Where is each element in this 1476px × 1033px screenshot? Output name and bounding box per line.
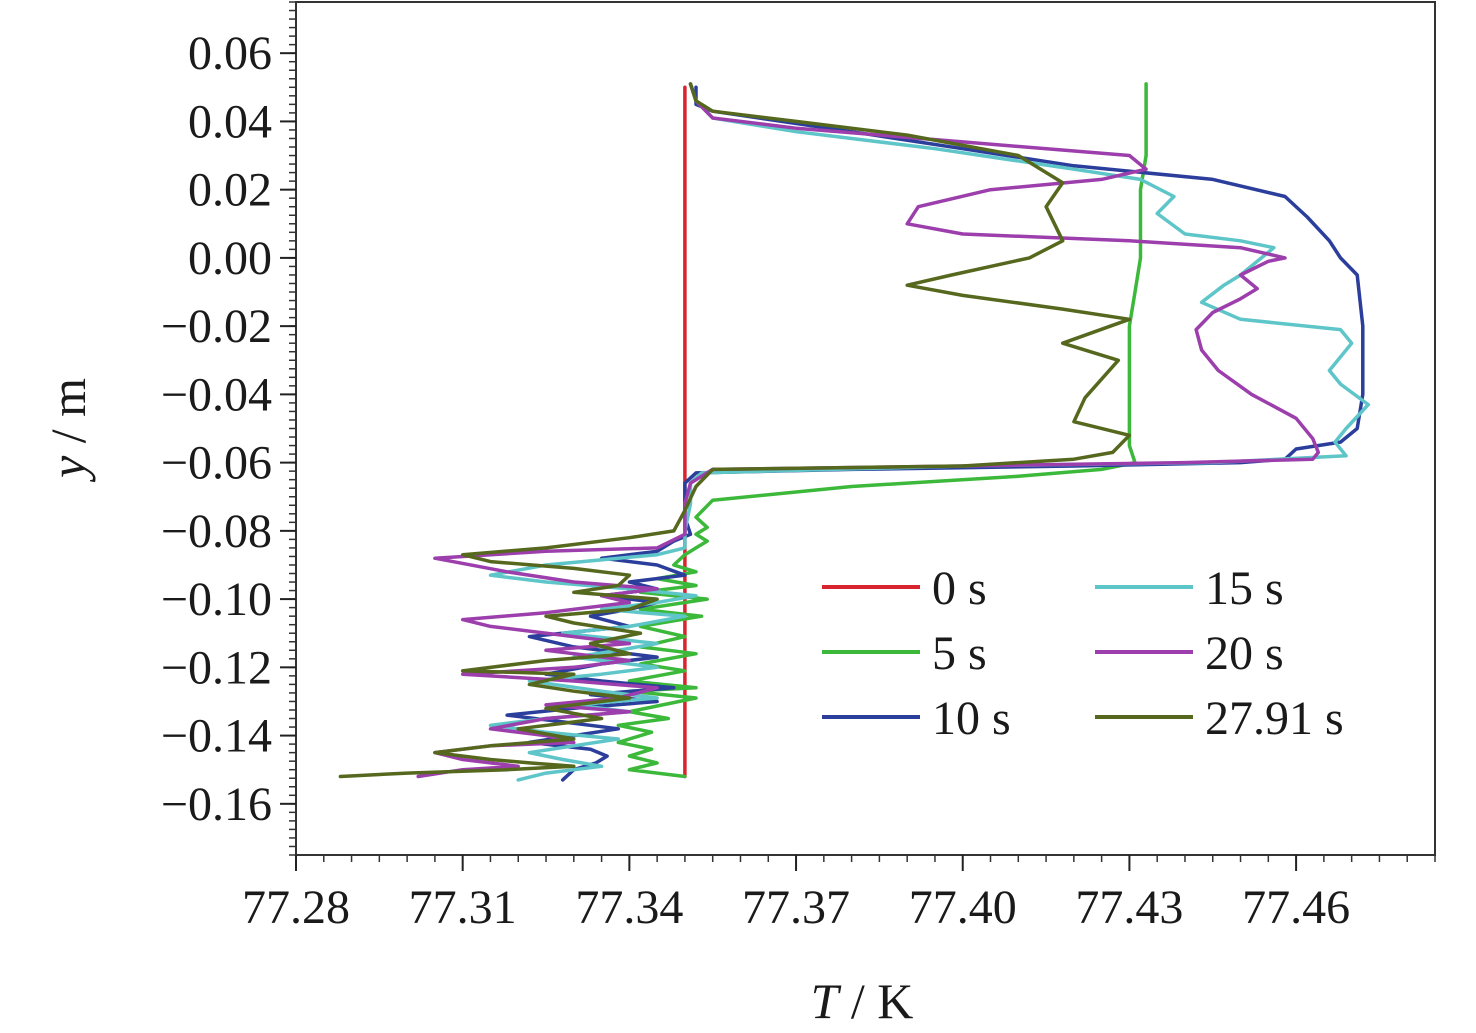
y-tick-label: −0.14	[161, 710, 272, 763]
y-tick-label: −0.02	[161, 300, 272, 353]
y-axis-title: y / m	[40, 378, 96, 483]
legend-label: 15 s	[1205, 562, 1284, 615]
y-tick-label: 0.00	[188, 232, 272, 285]
series-line-5	[338, 82, 1132, 779]
series-line-2	[505, 85, 1365, 782]
y-tick-label: −0.10	[161, 573, 272, 626]
x-tick-label: 77.31	[409, 881, 517, 934]
x-tick-labels: 77.28 77.31 77.34 77.37 77.40 77.43 77.46	[242, 881, 1350, 934]
x-tick-label: 77.34	[575, 881, 683, 934]
legend-label: 5 s	[932, 627, 987, 680]
series-lines	[338, 82, 1371, 782]
x-tick-label: 77.28	[242, 881, 350, 934]
y-tick-label: −0.08	[161, 505, 272, 558]
x-axis-unit: / K	[838, 973, 913, 1029]
x-axis-title: T / K	[811, 973, 914, 1029]
y-tick-label: −0.06	[161, 437, 272, 490]
legend-label: 10 s	[932, 692, 1011, 745]
x-axis-variable: T	[811, 973, 842, 1029]
y-tick-label: −0.12	[161, 641, 272, 694]
y-tick-label: −0.16	[161, 778, 272, 831]
y-tick-labels: 0.06 0.04 0.02 0.00 −0.02 −0.04 −0.06 −0.08 −0.1…	[161, 27, 272, 831]
legend: 0 s 5 s 10 s 15 s 20 s 27.91 s	[822, 562, 1344, 745]
y-tick-label: −0.04	[161, 368, 272, 421]
plot-frame	[295, 1, 1436, 856]
y-axis-unit: / m	[40, 378, 96, 456]
series-line-1	[616, 82, 1148, 779]
y-axis-variable: y	[40, 455, 96, 483]
major-ticks	[280, 52, 1298, 871]
legend-label: 20 s	[1205, 627, 1284, 680]
legend-label: 0 s	[932, 562, 987, 615]
y-tick-label: 0.04	[188, 95, 272, 148]
x-tick-label: 77.37	[742, 881, 850, 934]
x-tick-label: 77.40	[909, 881, 1017, 934]
x-tick-label: 77.43	[1075, 881, 1183, 934]
x-tick-label: 77.46	[1242, 881, 1350, 934]
y-tick-label: 0.02	[188, 164, 272, 217]
y-tick-label: 0.06	[188, 27, 272, 80]
legend-label: 27.91 s	[1205, 692, 1344, 745]
